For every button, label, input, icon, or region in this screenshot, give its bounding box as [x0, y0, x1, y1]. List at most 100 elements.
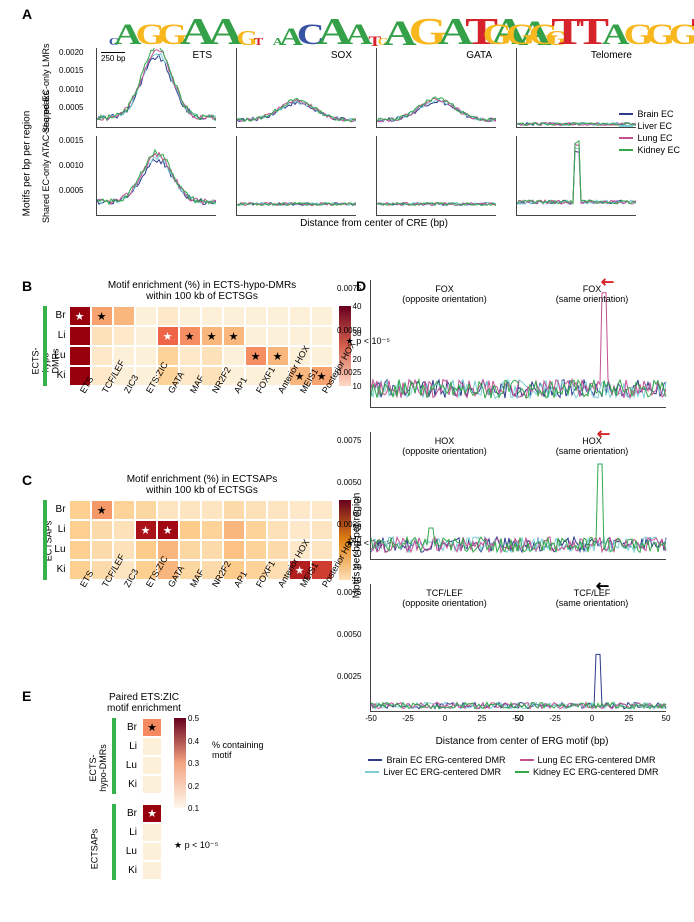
swatch-icon	[619, 149, 633, 151]
heatmap-cell: ★	[135, 520, 157, 540]
sidebar-line-icon	[43, 500, 47, 580]
panel-e: Paired ETS:ZIC motif enrichment ECTS- hy…	[54, 692, 314, 912]
heatmap-cell	[245, 520, 267, 540]
legend-label: Brain EC ERG-centered DMR	[386, 755, 505, 765]
heatmap-cell: ★	[142, 804, 162, 823]
e-group-label: ECTSAPs	[89, 829, 99, 870]
xtick: -50	[512, 714, 524, 723]
row-label: Lu	[49, 540, 69, 560]
heatmap-cell	[223, 306, 245, 326]
legend-label: Liver EC ERG-centered DMR	[383, 767, 501, 777]
star-icon: ★	[229, 330, 239, 343]
star-icon: ★	[163, 524, 173, 537]
panel-d-legend: Brain EC ERG-centered DMR Lung EC ERG-cen…	[342, 755, 682, 777]
heatmap-cell	[223, 540, 245, 560]
ytick: 0.0020	[59, 48, 83, 57]
heatmap-cell: ★	[179, 326, 201, 346]
heatmap-cell	[69, 540, 91, 560]
colorbar-tick: 40	[353, 302, 362, 311]
heatmap-cell	[91, 326, 113, 346]
heatmap-cell	[69, 346, 91, 366]
heatmap-cell	[267, 540, 289, 560]
heatmap-cell: ★	[91, 306, 113, 326]
heatmap-cell	[267, 500, 289, 520]
d-chart: FOX (opposite orientation)0.00750.00500.…	[370, 280, 518, 408]
ytick: 0.0010	[59, 85, 83, 94]
motif-label: Telomere	[591, 50, 632, 61]
xtick: -50	[365, 714, 377, 723]
logo-ETS: CAGGAAGT	[126, 4, 246, 48]
legend-label: Kidney EC ERG-centered DMR	[533, 767, 659, 777]
heatmap-cell	[142, 842, 162, 861]
row-label: Lu	[120, 756, 140, 776]
heatmap-cell	[142, 775, 162, 794]
heatmap-cell	[179, 520, 201, 540]
panel-c-label: C	[22, 472, 32, 488]
heatmap-cell	[311, 346, 333, 366]
panel-e-title: Paired ETS:ZIC motif enrichment	[94, 692, 194, 714]
heatmap-cell	[289, 520, 311, 540]
ytick: 0.0015	[59, 66, 83, 75]
heatmap-cell: ★	[157, 520, 179, 540]
heatmap-cell	[267, 306, 289, 326]
d-chart: TCF/LEF (same orientation)-50-2502550↙	[518, 584, 666, 712]
heatmap-cell	[113, 326, 135, 346]
panel-d-xlabel: Distance from center of ERG motif (bp)	[362, 736, 682, 747]
colorbar-tick: 0.1	[188, 804, 199, 813]
row-label: Li	[49, 326, 69, 346]
d-row-HOX: HOX (opposite orientation)0.00750.00500.…	[370, 432, 682, 560]
panel-a-legend: Brain ECLiver ECLung ECKidney EC	[619, 108, 680, 156]
swatch-icon	[619, 113, 633, 115]
logo-Telomere: GGGTTAGGGTTA	[564, 4, 684, 48]
heatmap-cell	[311, 306, 333, 326]
panel-e-label: E	[22, 688, 31, 704]
heatmap-cell	[223, 500, 245, 520]
ytick: 0.0025	[337, 520, 361, 529]
row-label: Ki	[120, 775, 140, 795]
heatmap-cell	[289, 500, 311, 520]
panel-b: Motif enrichment (%) in ECTS-hypo-DMRs w…	[42, 280, 362, 450]
heatmap-cell	[142, 861, 162, 880]
legend-label: Lung EC ERG-centered DMR	[538, 755, 656, 765]
ytick: 0.0025	[337, 368, 361, 377]
heatmap-cell	[311, 520, 333, 540]
heatmap-cell	[91, 540, 113, 560]
star-icon: ★	[97, 310, 107, 323]
ytick: 0.0050	[337, 326, 361, 335]
heatmap-cell	[91, 520, 113, 540]
heatmap-cell	[69, 326, 91, 346]
chart-Telomere	[516, 136, 636, 216]
legend-item: Brain EC ERG-centered DMR	[368, 755, 505, 765]
heatmap-cell: ★	[157, 326, 179, 346]
scalebar: 250 bp	[101, 52, 125, 63]
d-chart: HOX (opposite orientation)0.00750.00500.…	[370, 432, 518, 560]
heatmap-cell	[245, 540, 267, 560]
legend-label: Kidney EC	[637, 145, 680, 155]
chart-Telomere: Telomere	[516, 48, 636, 128]
colorbar-e	[174, 718, 186, 808]
row-label: Li	[49, 520, 69, 540]
star-icon: ★	[97, 504, 107, 517]
colorbar-tick: 0.3	[188, 759, 199, 768]
d-row-FOX: FOX (opposite orientation)0.00750.00500.…	[370, 280, 682, 408]
chart-SOX: SOX	[236, 48, 356, 128]
ytick: 0.0005	[59, 186, 83, 195]
row-label: Lu	[49, 346, 69, 366]
star-icon: ★	[75, 310, 85, 323]
panel-a-xlabel: Distance from center of CRE (bp)	[74, 218, 674, 229]
ytick: 0.0050	[337, 478, 361, 487]
swatch-icon	[619, 137, 633, 139]
panel-b-title: Motif enrichment (%) in ECTS-hypo-DMRs w…	[42, 280, 362, 302]
swatch-icon	[368, 759, 382, 761]
row-label: Ki	[49, 560, 69, 580]
row-label: Br	[49, 306, 69, 326]
heatmap-cell: ★	[91, 500, 113, 520]
heatmap-cell: ★	[223, 326, 245, 346]
legend-label: Liver EC	[637, 121, 672, 131]
row-label: Lu	[120, 842, 140, 862]
d-sublabel: TCF/LEF (opposite orientation)	[371, 588, 518, 608]
row-label: Br	[49, 500, 69, 520]
chart-SOX	[236, 136, 356, 216]
heatmap-cell	[142, 737, 162, 756]
heatmap-cell	[201, 540, 223, 560]
